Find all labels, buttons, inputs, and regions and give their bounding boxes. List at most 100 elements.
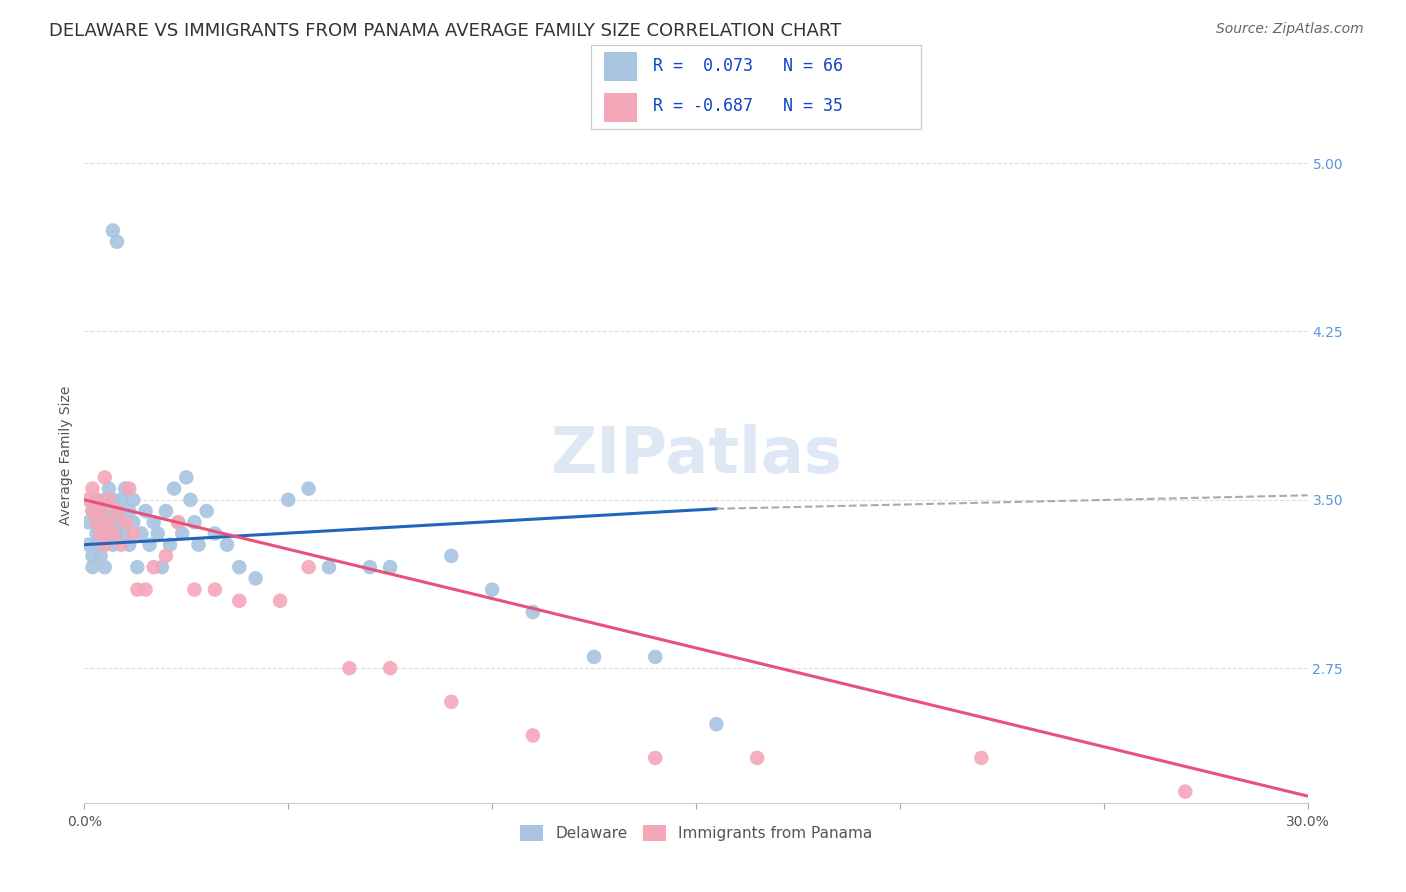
Point — [86, 515, 108, 529]
Point — [522, 729, 544, 743]
Point — [644, 751, 666, 765]
Point — [167, 515, 190, 529]
Point — [440, 695, 463, 709]
Point — [1174, 784, 1197, 798]
Point — [93, 470, 115, 484]
Point — [339, 661, 361, 675]
Point — [245, 571, 267, 585]
Point — [359, 560, 381, 574]
Point — [90, 526, 112, 541]
Point — [105, 504, 128, 518]
Point — [380, 560, 402, 574]
Point — [138, 538, 160, 552]
Point — [105, 235, 128, 249]
Point — [101, 538, 124, 552]
Point — [481, 582, 503, 597]
Text: Source: ZipAtlas.com: Source: ZipAtlas.com — [1216, 22, 1364, 37]
Point — [440, 549, 463, 563]
Point — [298, 482, 321, 496]
Point — [155, 549, 177, 563]
Text: DELAWARE VS IMMIGRANTS FROM PANAMA AVERAGE FAMILY SIZE CORRELATION CHART: DELAWARE VS IMMIGRANTS FROM PANAMA AVERA… — [49, 22, 841, 40]
Point — [187, 538, 209, 552]
Point — [127, 582, 149, 597]
Point — [93, 538, 115, 552]
Point — [195, 504, 218, 518]
Point — [90, 526, 112, 541]
Point — [110, 492, 132, 507]
Point — [93, 538, 115, 552]
Point — [110, 538, 132, 552]
Point — [277, 492, 299, 507]
Point — [82, 482, 104, 496]
Point — [583, 649, 606, 664]
Point — [522, 605, 544, 619]
Point — [122, 492, 145, 507]
Point — [114, 482, 136, 496]
Point — [101, 492, 124, 507]
Point — [105, 504, 128, 518]
Point — [86, 492, 108, 507]
Point — [644, 649, 666, 664]
Point — [970, 751, 993, 765]
Point — [93, 515, 115, 529]
Point — [179, 492, 201, 507]
Point — [167, 515, 190, 529]
Point — [146, 526, 169, 541]
Point — [122, 515, 145, 529]
Point — [90, 549, 112, 563]
Point — [110, 515, 132, 529]
Text: ZIPatlas: ZIPatlas — [550, 424, 842, 486]
Point — [82, 560, 104, 574]
Point — [101, 515, 124, 529]
Point — [90, 504, 112, 518]
Point — [105, 526, 128, 541]
Point — [101, 223, 124, 237]
Point — [228, 560, 250, 574]
Point — [174, 470, 197, 484]
Point — [93, 560, 115, 574]
Point — [318, 560, 340, 574]
Y-axis label: Average Family Size: Average Family Size — [59, 385, 73, 524]
Point — [142, 515, 165, 529]
Point — [183, 582, 205, 597]
Point — [114, 515, 136, 529]
Point — [82, 504, 104, 518]
Text: R =  0.073   N = 66: R = 0.073 N = 66 — [654, 57, 844, 75]
Point — [77, 538, 100, 552]
Bar — [603, 53, 637, 81]
Point — [298, 560, 321, 574]
Point — [204, 526, 226, 541]
Point — [269, 594, 291, 608]
Point — [122, 526, 145, 541]
Point — [172, 526, 194, 541]
Point — [97, 526, 120, 541]
Point — [183, 515, 205, 529]
Point — [204, 582, 226, 597]
Point — [82, 549, 104, 563]
Point — [97, 482, 120, 496]
Point — [86, 538, 108, 552]
Point — [77, 515, 100, 529]
Point — [706, 717, 728, 731]
Point — [142, 560, 165, 574]
Point — [135, 504, 157, 518]
Point — [131, 526, 153, 541]
Point — [90, 504, 112, 518]
Point — [118, 482, 141, 496]
Legend: Delaware, Immigrants from Panama: Delaware, Immigrants from Panama — [513, 819, 879, 847]
Point — [217, 538, 239, 552]
Point — [118, 504, 141, 518]
Point — [135, 582, 157, 597]
Point — [97, 515, 120, 529]
Point — [155, 504, 177, 518]
Point — [97, 504, 120, 518]
Point — [97, 492, 120, 507]
Bar — [603, 93, 637, 121]
Point — [228, 594, 250, 608]
Point — [159, 538, 181, 552]
Point — [127, 560, 149, 574]
Point — [118, 538, 141, 552]
Point — [747, 751, 769, 765]
Text: R = -0.687   N = 35: R = -0.687 N = 35 — [654, 97, 844, 115]
Point — [101, 526, 124, 541]
